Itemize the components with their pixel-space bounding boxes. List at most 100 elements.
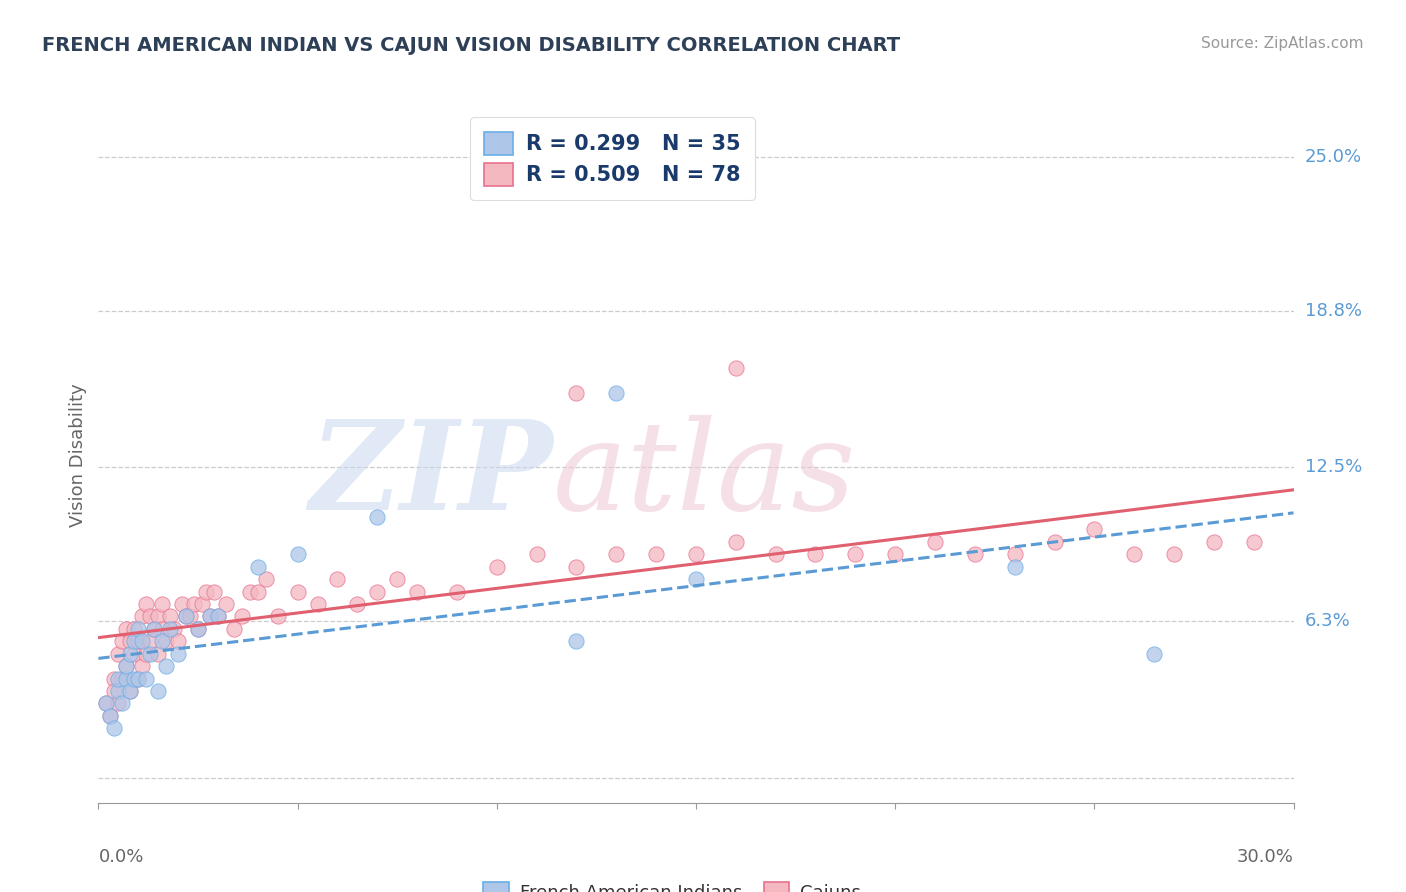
Point	[565, 385, 588, 400]
Point	[267, 609, 290, 624]
Point	[159, 609, 181, 624]
Text: Source: ZipAtlas.com: Source: ZipAtlas.com	[1201, 36, 1364, 51]
Point	[1043, 534, 1066, 549]
Point	[163, 622, 186, 636]
Point	[115, 659, 138, 673]
Point	[1083, 523, 1105, 537]
Text: 30.0%: 30.0%	[1237, 847, 1294, 865]
Point	[107, 672, 129, 686]
Point	[127, 672, 149, 686]
Point	[1202, 534, 1225, 549]
Point	[124, 647, 146, 661]
Point	[346, 597, 368, 611]
Y-axis label: Vision Disability: Vision Disability	[69, 383, 87, 527]
Point	[111, 697, 134, 711]
Point	[645, 547, 668, 561]
Point	[565, 559, 588, 574]
Point	[198, 609, 221, 624]
Point	[143, 622, 166, 636]
Point	[139, 634, 162, 648]
Point	[446, 584, 468, 599]
Point	[143, 622, 166, 636]
Point	[98, 708, 122, 723]
Point	[287, 547, 309, 561]
Point	[103, 721, 125, 735]
Point	[385, 572, 409, 586]
Point	[222, 622, 245, 636]
Point	[884, 547, 907, 561]
Point	[103, 684, 125, 698]
Point	[127, 622, 149, 636]
Point	[485, 559, 508, 574]
Point	[194, 584, 218, 599]
Point	[1163, 547, 1185, 561]
Point	[150, 622, 173, 636]
Point	[183, 597, 205, 611]
Text: 6.3%: 6.3%	[1305, 613, 1350, 631]
Point	[724, 361, 747, 376]
Text: 0.0%: 0.0%	[98, 847, 143, 865]
Point	[1243, 534, 1265, 549]
Point	[139, 609, 162, 624]
Point	[207, 609, 229, 624]
Point	[844, 547, 866, 561]
Point	[207, 609, 229, 624]
Point	[187, 622, 209, 636]
Point	[131, 609, 153, 624]
Point	[148, 647, 170, 661]
Point	[724, 534, 747, 549]
Point	[326, 572, 349, 586]
Point	[924, 534, 946, 549]
Point	[150, 634, 173, 648]
Text: 12.5%: 12.5%	[1305, 458, 1362, 476]
Point	[124, 672, 146, 686]
Point	[127, 634, 149, 648]
Point	[155, 634, 177, 648]
Point	[605, 547, 627, 561]
Point	[202, 584, 225, 599]
Point	[246, 559, 269, 574]
Point	[120, 684, 142, 698]
Point	[124, 634, 146, 648]
Point	[179, 609, 201, 624]
Point	[107, 697, 129, 711]
Point	[98, 708, 122, 723]
Point	[1143, 647, 1166, 661]
Point	[963, 547, 986, 561]
Point	[366, 510, 388, 524]
Point	[307, 597, 329, 611]
Text: ZIP: ZIP	[309, 415, 553, 537]
Point	[1004, 547, 1026, 561]
Point	[239, 584, 262, 599]
Text: 25.0%: 25.0%	[1305, 148, 1362, 166]
Point	[187, 622, 209, 636]
Point	[172, 597, 194, 611]
Point	[135, 597, 157, 611]
Point	[804, 547, 827, 561]
Point	[1004, 559, 1026, 574]
Point	[155, 659, 177, 673]
Point	[765, 547, 787, 561]
Point	[107, 684, 129, 698]
Point	[1123, 547, 1146, 561]
Point	[605, 385, 627, 400]
Point	[120, 634, 142, 648]
Point	[167, 647, 190, 661]
Point	[231, 609, 253, 624]
Point	[167, 634, 190, 648]
Text: atlas: atlas	[553, 415, 856, 537]
Point	[174, 609, 197, 624]
Point	[131, 634, 153, 648]
Point	[96, 697, 118, 711]
Point	[174, 609, 197, 624]
Text: 18.8%: 18.8%	[1305, 301, 1361, 320]
Point	[215, 597, 238, 611]
Point	[115, 622, 138, 636]
Point	[107, 647, 129, 661]
Text: FRENCH AMERICAN INDIAN VS CAJUN VISION DISABILITY CORRELATION CHART: FRENCH AMERICAN INDIAN VS CAJUN VISION D…	[42, 36, 900, 54]
Point	[150, 597, 173, 611]
Point	[111, 634, 134, 648]
Point	[406, 584, 429, 599]
Point	[254, 572, 277, 586]
Point	[96, 697, 118, 711]
